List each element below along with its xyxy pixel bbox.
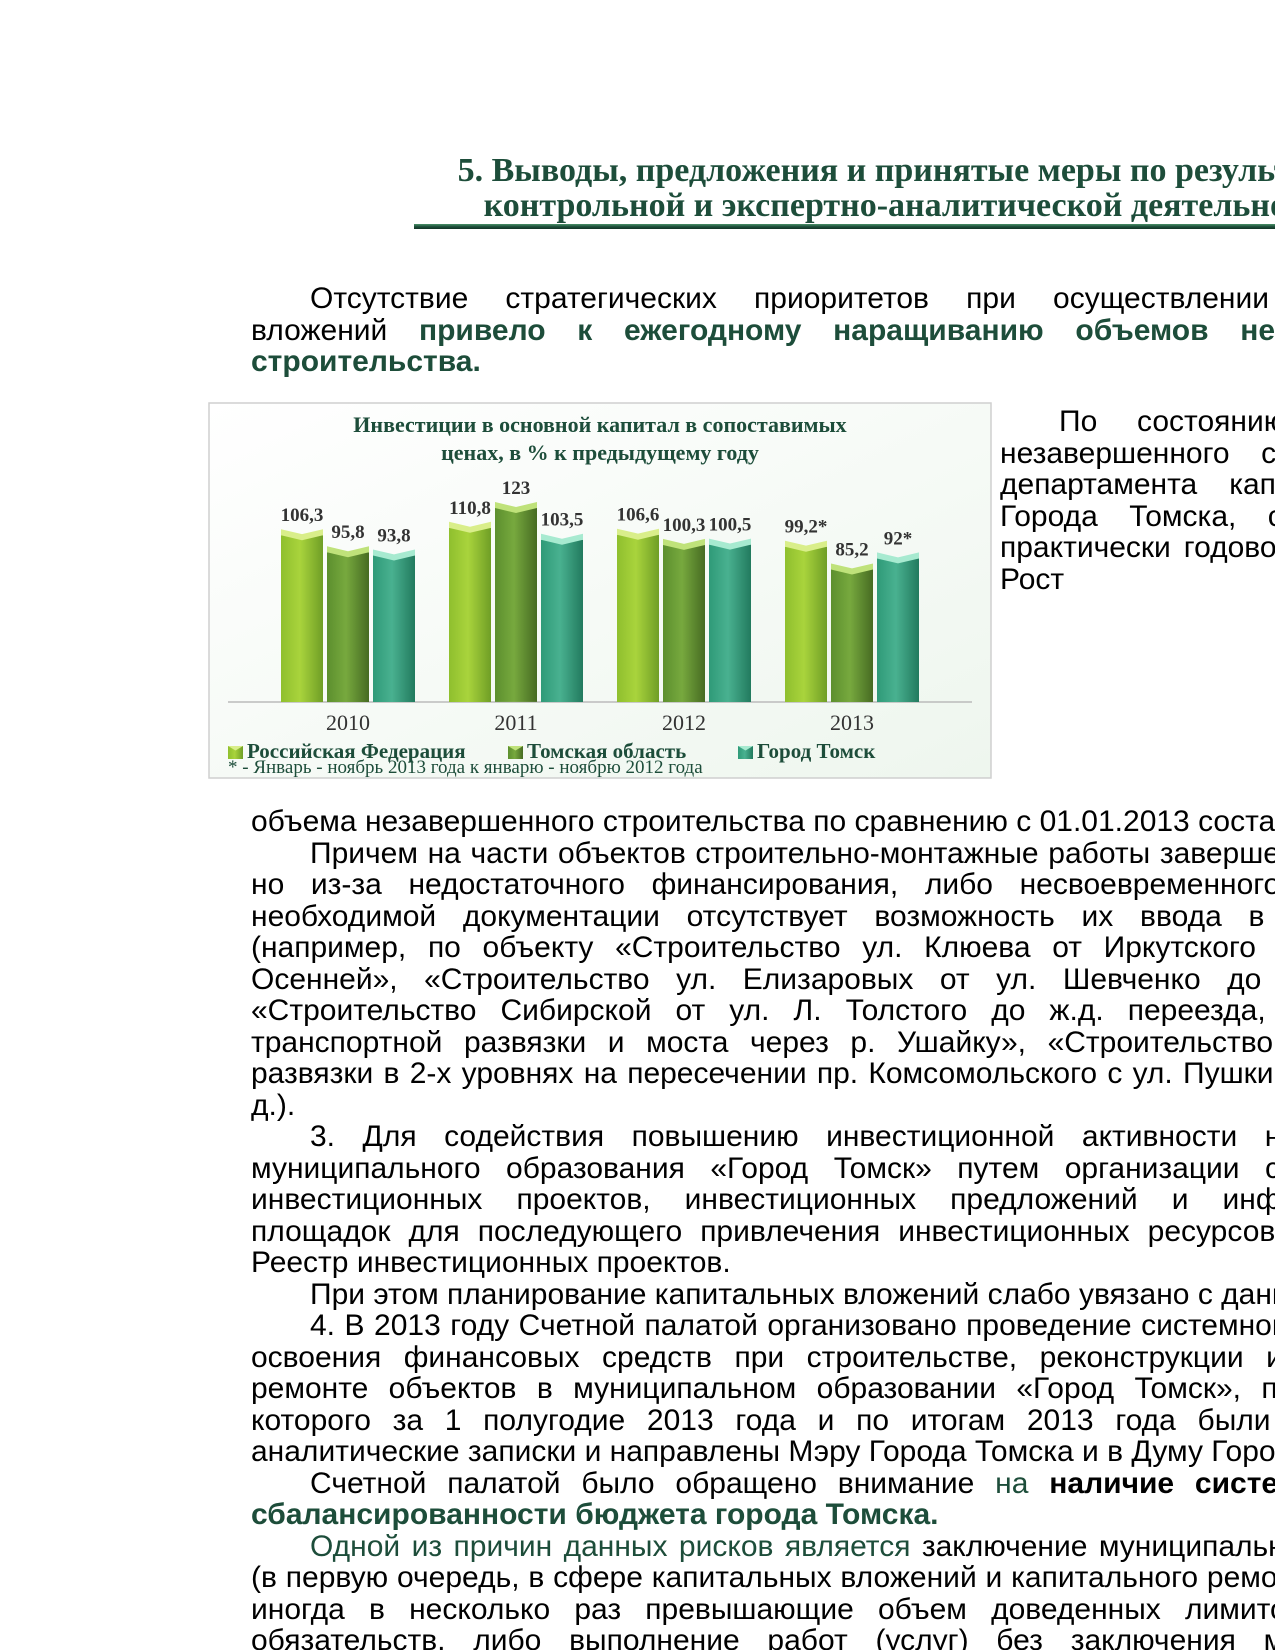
- svg-text:106,6: 106,6: [617, 505, 660, 526]
- svg-text:99,2*: 99,2*: [785, 517, 828, 538]
- svg-text:85,2: 85,2: [835, 540, 868, 561]
- svg-text:93,8: 93,8: [377, 526, 410, 547]
- svg-text:103,5: 103,5: [541, 510, 584, 531]
- svg-text:110,8: 110,8: [449, 498, 491, 519]
- svg-text:Инвестиции в основной капитал: Инвестиции в основной капитал в сопостав…: [353, 412, 846, 437]
- svg-text:* - Январь - ноябрь 2013 года: * - Январь - ноябрь 2013 года к январю -…: [228, 757, 703, 778]
- svg-text:2011: 2011: [494, 710, 537, 735]
- svg-text:100,3: 100,3: [663, 515, 706, 536]
- svg-text:100,5: 100,5: [709, 515, 752, 536]
- svg-text:2012: 2012: [662, 710, 706, 735]
- svg-text:106,3: 106,3: [281, 505, 324, 526]
- svg-text:2013: 2013: [830, 710, 874, 735]
- svg-text:123: 123: [502, 478, 531, 499]
- svg-text:ценах, в % к предыдущему году: ценах, в % к предыдущему году: [441, 440, 759, 465]
- svg-text:2010: 2010: [326, 710, 370, 735]
- svg-text:95,8: 95,8: [331, 522, 364, 543]
- svg-text:92*: 92*: [884, 528, 913, 549]
- svg-text:Город Томск: Город Томск: [757, 739, 876, 763]
